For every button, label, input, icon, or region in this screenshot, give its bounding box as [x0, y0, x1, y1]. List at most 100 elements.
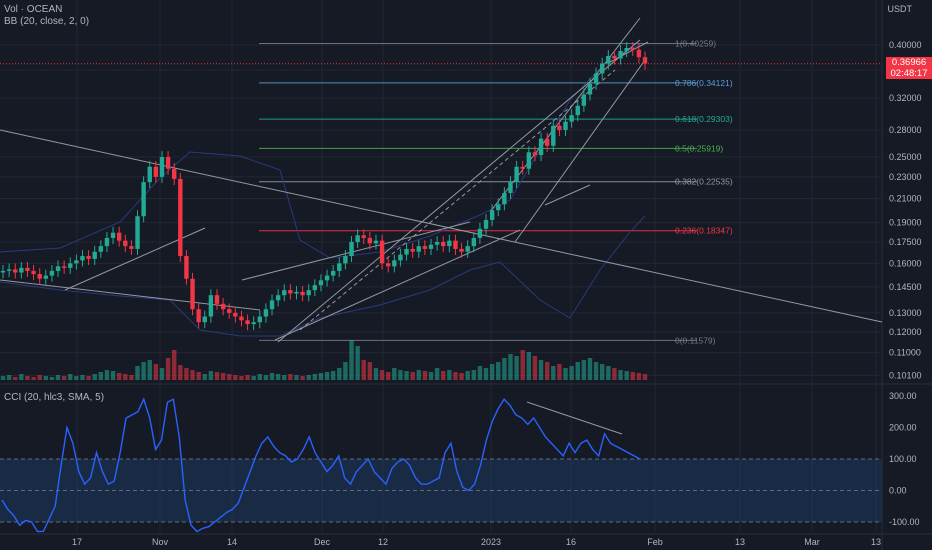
volume-bar: [630, 372, 635, 380]
candle-body: [593, 73, 599, 84]
candle-body: [49, 270, 55, 276]
candle-body: [61, 266, 67, 268]
volume-bar: [612, 368, 617, 380]
candle-body: [275, 295, 281, 301]
volume-bar: [404, 371, 409, 380]
volume-bar: [220, 373, 226, 380]
time-tick-label: 17: [72, 537, 82, 547]
volume-bar: [587, 358, 593, 380]
candle-body: [551, 125, 556, 146]
trend-line: [241, 221, 471, 281]
candle-body: [520, 166, 525, 169]
candle-body: [37, 274, 42, 279]
candle-body: [630, 47, 635, 50]
volume-bar: [86, 376, 91, 380]
volume-bar: [410, 372, 415, 380]
volume-bar: [141, 362, 146, 380]
candle-body: [123, 240, 128, 247]
candle-body: [471, 237, 476, 247]
cci-tick-label: -100.00: [889, 517, 920, 527]
volume-bar: [569, 366, 574, 380]
volume-bar: [25, 376, 30, 380]
volume-bar: [49, 377, 55, 380]
trend-line: [64, 227, 206, 291]
time-tick-label: 12: [378, 537, 388, 547]
volume-bar: [428, 372, 434, 380]
volume-bar: [508, 354, 513, 380]
candle-body: [337, 263, 342, 271]
candle-body: [74, 260, 79, 264]
candle-body: [220, 303, 226, 310]
volume-bar: [416, 370, 421, 380]
volume-bar: [98, 372, 104, 380]
cci-legend[interactable]: CCI (20, hlc3, SMA, 5): [4, 392, 105, 403]
volume-bar: [263, 375, 269, 380]
volume-bar: [31, 377, 36, 380]
candle-body: [19, 267, 24, 273]
time-tick-label: Dec: [314, 537, 331, 547]
cci-tick-label: 100.00: [889, 454, 917, 464]
volume-bar: [642, 374, 648, 380]
candle-body: [208, 295, 214, 317]
bar-countdown: 02:48:17: [890, 68, 928, 79]
volume-bar: [496, 362, 501, 380]
fib-level-label: 0.786(0.34121): [675, 78, 733, 88]
candle-body: [306, 290, 311, 296]
volume-bar: [459, 373, 464, 380]
price-tick-label: 0.17500: [889, 237, 922, 247]
bollinger-legend[interactable]: BB (20, close, 2, 0): [4, 16, 90, 27]
candle-body: [6, 269, 12, 271]
volume-bar: [196, 372, 201, 380]
candle-body: [465, 246, 470, 252]
volume-bar: [624, 371, 629, 380]
cci-tick-label: 300.00: [889, 391, 917, 401]
candle-body: [288, 290, 293, 294]
volume-bar: [600, 364, 605, 380]
volume-bar: [68, 374, 73, 380]
volume-legend[interactable]: Vol · OCEAN: [4, 4, 63, 15]
candle-body: [86, 256, 91, 259]
candle-body: [532, 152, 538, 156]
cci-tick-label: 0.00: [889, 486, 907, 496]
candle-body: [98, 246, 104, 252]
fib-level-label: 1(0.40259): [675, 38, 716, 48]
candle-body: [245, 320, 250, 325]
candle-body: [110, 232, 116, 238]
candle-body: [104, 237, 110, 247]
candle-body: [410, 248, 415, 252]
candle-body: [569, 115, 574, 122]
fib-level-label: 0.382(0.22535): [675, 177, 733, 187]
volume-bar: [92, 374, 97, 380]
candle-body: [398, 254, 403, 261]
price-tick-label: 0.12000: [889, 327, 922, 337]
candle-body: [538, 138, 544, 156]
volume-bar: [379, 370, 385, 380]
candle-body: [349, 242, 354, 257]
volume-bar: [544, 362, 550, 380]
volume-bar: [386, 372, 391, 380]
candle-body: [330, 270, 336, 276]
candle-body: [392, 260, 397, 267]
volume-bar: [282, 375, 287, 380]
price-tick-label: 0.28000: [889, 125, 922, 135]
volume-bar: [606, 366, 611, 380]
candle-body: [159, 157, 165, 177]
time-tick-label: 2023: [481, 537, 501, 547]
volume-bar: [123, 374, 128, 380]
volume-bar: [147, 360, 152, 380]
candle-body: [324, 275, 330, 281]
volume-bar: [434, 368, 440, 380]
volume-bar: [538, 360, 544, 380]
trend-line: [514, 59, 646, 243]
volume-bar: [306, 375, 311, 380]
volume-bar: [172, 350, 177, 380]
volume-bar: [202, 374, 207, 380]
volume-bar: [337, 368, 342, 380]
volume-bar: [214, 372, 220, 380]
candle-body: [153, 166, 159, 177]
volume-bar: [110, 371, 116, 380]
candle-body: [581, 94, 587, 106]
volume-bar: [367, 362, 373, 380]
candle-body: [489, 210, 495, 220]
